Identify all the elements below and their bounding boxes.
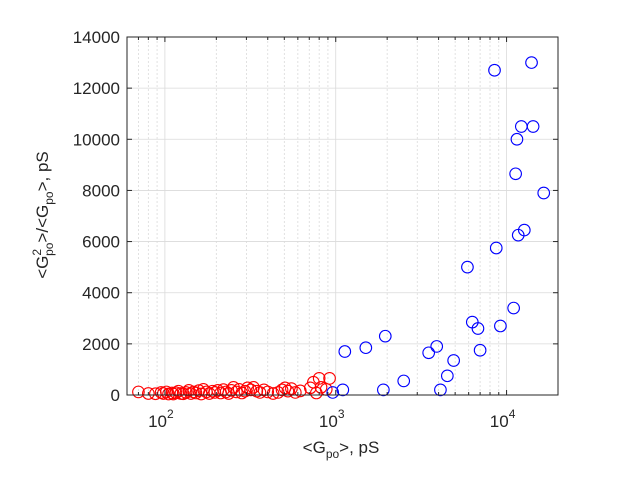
blue-data-point: [359, 341, 373, 355]
blue-data-point: [488, 63, 501, 77]
blue-data-point: [336, 383, 350, 397]
red-data-point: [244, 383, 258, 397]
y-tick-label: 2000: [82, 335, 120, 354]
y-tick-label: 6000: [82, 233, 120, 252]
red-data-point: [184, 387, 198, 400]
red-data-point: [230, 385, 243, 399]
blue-data-point: [378, 329, 392, 343]
red-data-point: [275, 383, 289, 397]
red-data-point: [278, 381, 292, 395]
red-data-point: [132, 385, 145, 399]
blue-data-point: [430, 340, 444, 353]
blue-data-point: [489, 241, 503, 255]
blue-data-point: [338, 345, 352, 358]
blue-data-point: [471, 322, 485, 335]
y-tick-label: 0: [111, 386, 120, 405]
y-axis-label: <G2po>/<Gpo>, pS: [30, 151, 56, 279]
y-tick-label: 8000: [82, 181, 120, 200]
red-data-point: [293, 384, 307, 398]
plot-background: [127, 37, 558, 395]
x-axis-label: <Gpo>, pS: [303, 438, 380, 461]
blue-data-point: [525, 56, 538, 69]
blue-data-point: [447, 354, 460, 367]
plot-frame: [126, 36, 559, 396]
red-data-point: [261, 385, 275, 399]
blue-data-point: [397, 374, 411, 388]
blue-data-point: [377, 383, 390, 397]
axis-ticks: [126, 36, 559, 396]
red-data-point: [169, 386, 183, 400]
y-tick-label: 4000: [82, 284, 120, 303]
x-tick-label: 102: [148, 407, 174, 431]
blue-data-point: [507, 301, 520, 315]
red-data-point: [241, 381, 254, 395]
blue-data-point: [510, 132, 524, 146]
red-data-point: [288, 386, 302, 399]
red-data-point: [157, 387, 170, 400]
tick-labels: 0 2000 4000 6000 8000 10000 12000 14000 102 103 10…: [73, 28, 516, 431]
red-data-point: [281, 384, 295, 398]
y-tick-label: 14000: [73, 28, 120, 47]
y-tick-label: 10000: [73, 130, 120, 149]
blue-data-point: [461, 260, 474, 274]
blue-data-point: [526, 120, 540, 133]
blue-data-point: [517, 223, 531, 237]
blue-data-point: [440, 369, 454, 383]
blue-data-point: [537, 186, 551, 200]
x-tick-label: 103: [319, 407, 345, 431]
red-data-point: [285, 382, 298, 395]
red-data-point: [253, 386, 267, 399]
red-data-point: [323, 372, 336, 385]
blue-data-point: [434, 383, 447, 397]
red-data-point: [189, 386, 203, 400]
x-tick-label: 104: [490, 407, 516, 431]
red-data-point: [312, 372, 326, 385]
blue-data-point: [509, 167, 522, 181]
red-data-point: [219, 385, 233, 399]
red-data-point: [179, 386, 193, 399]
blue-data-point: [473, 343, 487, 357]
red-data-point: [314, 380, 328, 394]
blue-data-point: [494, 319, 507, 333]
red-data-point: [141, 387, 155, 400]
blue-data-point: [326, 386, 340, 399]
blue-data-point: [422, 346, 436, 360]
y-tick-label: 12000: [73, 79, 120, 98]
